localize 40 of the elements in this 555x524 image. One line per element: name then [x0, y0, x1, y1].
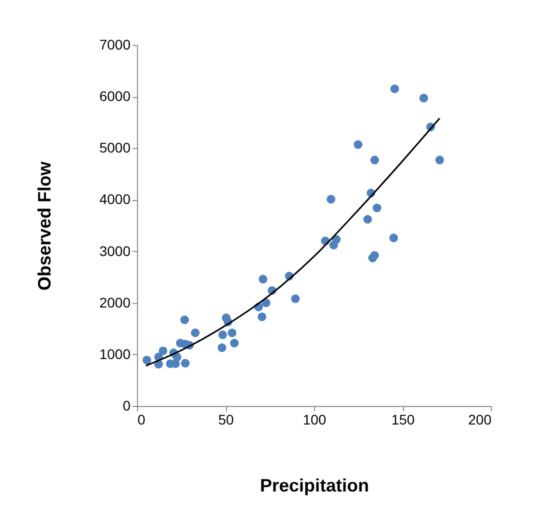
- point: [291, 294, 300, 304]
- point: [190, 328, 200, 338]
- x-tick-label: 150: [391, 412, 415, 428]
- y-tick-label: 4000: [99, 191, 131, 208]
- point: [172, 352, 182, 362]
- point: [158, 346, 168, 356]
- y-tick-label: 0: [122, 398, 131, 414]
- point: [258, 312, 266, 322]
- point: [419, 94, 428, 102]
- point: [180, 358, 190, 368]
- y-axis-title: Observed Flow: [34, 160, 54, 291]
- point: [142, 356, 152, 364]
- x-tick-label: 0: [138, 412, 146, 428]
- point: [370, 251, 379, 260]
- x-tick-label: 100: [302, 412, 326, 428]
- point: [218, 343, 226, 352]
- point: [390, 84, 400, 94]
- point: [329, 240, 338, 250]
- x-axis-title: Precipitation: [260, 476, 370, 496]
- y-tick-label: 7000: [99, 36, 131, 52]
- point: [326, 194, 336, 204]
- x-tick-label: 50: [218, 412, 234, 428]
- y-tick-label: 5000: [99, 140, 131, 156]
- point: [230, 338, 239, 348]
- point: [389, 234, 398, 242]
- line-series: [145, 117, 440, 367]
- point: [435, 156, 444, 164]
- point: [363, 214, 372, 224]
- point: [180, 316, 189, 324]
- point: [258, 274, 268, 284]
- point: [370, 156, 380, 164]
- y-tick-label: 2000: [99, 294, 131, 310]
- point: [354, 140, 362, 149]
- point: [372, 204, 382, 212]
- point: [228, 328, 236, 338]
- y-tick-label: 6000: [99, 88, 131, 104]
- y-tick-label: 1000: [99, 346, 131, 362]
- x-tick-label: 200: [468, 412, 492, 428]
- y-tick-label: 3000: [99, 242, 131, 259]
- point: [218, 330, 227, 340]
